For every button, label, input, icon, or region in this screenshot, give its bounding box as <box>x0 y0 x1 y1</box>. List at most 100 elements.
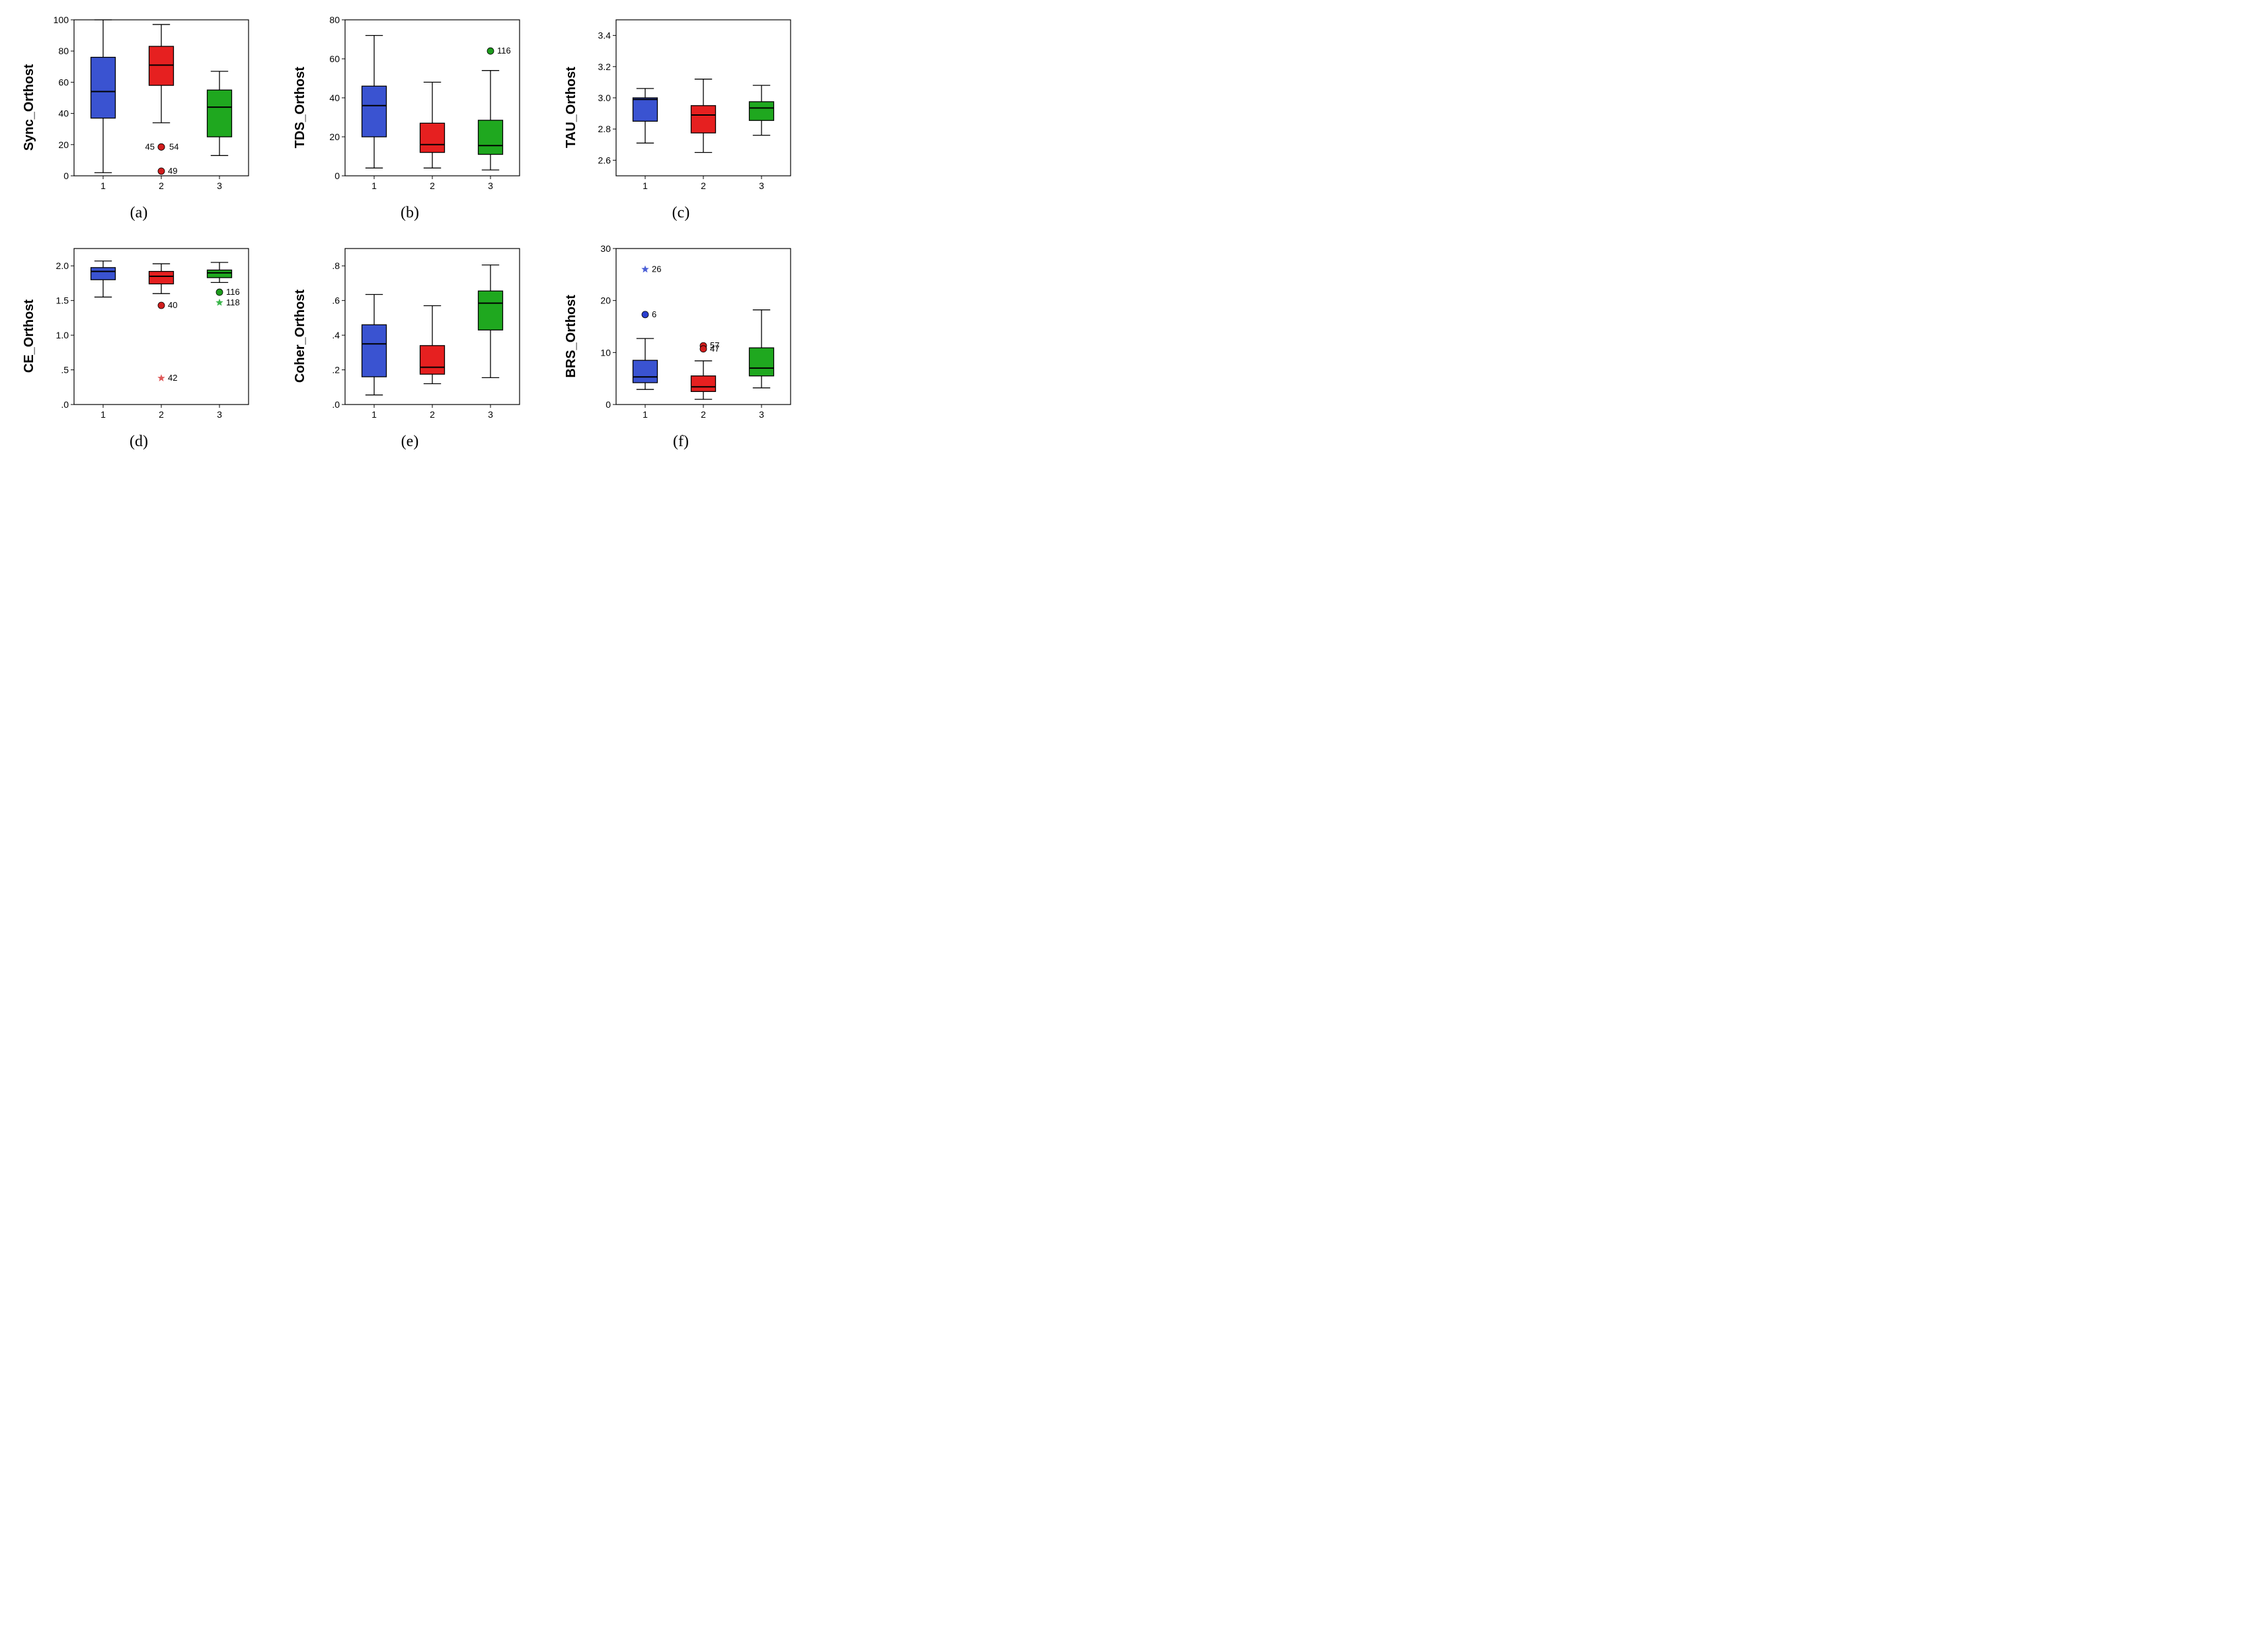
panel-caption: (b) <box>401 204 419 222</box>
ytick-label: 80 <box>58 46 69 56</box>
outlier-circle <box>158 143 165 150</box>
xtick-label: 1 <box>643 409 648 420</box>
ytick-label: .8 <box>332 260 340 271</box>
ytick-label: .6 <box>332 295 340 306</box>
boxplot-e: .0 .2 .4 .6 .8 1 2 3 <box>309 242 528 427</box>
box-group3 <box>207 90 231 137</box>
box-group1 <box>633 360 657 383</box>
outlier-circle <box>158 168 165 174</box>
box-group3 <box>749 348 773 375</box>
panel-a: Sync_Orthost020406080100123455449(a) <box>13 13 264 222</box>
ytick-label: 2.8 <box>598 124 611 134</box>
ylabel: TDS_Orthost <box>293 67 308 148</box>
ytick-label: 2.6 <box>598 155 611 165</box>
box-group1 <box>633 98 657 121</box>
ytick-label: .4 <box>332 330 340 340</box>
boxplot-c: 2.62.83.03.23.4123 <box>580 13 799 198</box>
outlier-star <box>641 265 648 272</box>
ylabel: Sync_Orthost <box>22 64 37 151</box>
boxplot-a: 020406080100123455449 <box>38 13 256 198</box>
box-group1 <box>91 58 115 118</box>
ytick-label: 2.0 <box>56 260 69 271</box>
ytick-label: 20 <box>58 139 69 150</box>
box-group2 <box>420 123 444 152</box>
outlier-label: 42 <box>168 373 177 383</box>
ytick-label: 10 <box>600 347 611 358</box>
box-group2 <box>691 376 715 392</box>
outlier-circle <box>158 302 165 309</box>
ytick-label: 100 <box>53 15 69 25</box>
ytick-label: .0 <box>61 399 69 410</box>
outlier-star <box>215 299 223 306</box>
xtick-label: 3 <box>759 409 764 420</box>
xtick-label: 1 <box>371 180 377 191</box>
panel-caption: (a) <box>130 204 148 222</box>
box-group1 <box>91 268 115 280</box>
xtick-label: 1 <box>371 409 377 420</box>
ytick-label: .0 <box>332 399 340 410</box>
outlier-star <box>157 374 165 381</box>
outlier-circle <box>700 346 707 352</box>
xtick-label: 2 <box>159 409 164 420</box>
panel-f: BRS_Orthost01020301232665747(f) <box>555 242 806 451</box>
outlier-circle <box>487 48 494 54</box>
panel-caption: (e) <box>401 433 419 451</box>
box-group2 <box>149 272 173 284</box>
panel-caption: (f) <box>673 433 689 451</box>
ylabel: Coher_Orthost <box>293 290 308 383</box>
xtick-label: 1 <box>643 180 648 191</box>
outlier-label: 116 <box>497 46 511 56</box>
ytick-label: 60 <box>329 54 340 64</box>
ytick-label: 40 <box>329 93 340 103</box>
outlier-circle <box>216 289 223 295</box>
ylabel: TAU_Orthost <box>564 67 579 148</box>
box-group3 <box>478 120 502 155</box>
boxplot-b: 020406080123116 <box>309 13 528 198</box>
ytick-label: .5 <box>61 365 69 375</box>
ytick-label: 0 <box>63 171 69 181</box>
ytick-label: 3.4 <box>598 30 611 41</box>
outlier-label: 49 <box>168 166 177 176</box>
panel-b: TDS_Orthost020406080123116(b) <box>284 13 535 222</box>
outlier-label: 6 <box>652 309 656 319</box>
box-group2 <box>691 106 715 133</box>
boxplot-grid: Sync_Orthost020406080100123455449(a)TDS_… <box>13 13 806 451</box>
panel-d: CE_Orthost.0.51.01.52.01234042116118(d) <box>13 242 264 451</box>
xtick-label: 2 <box>430 180 435 191</box>
boxplot-d: .0.51.01.52.01234042116118 <box>38 242 256 427</box>
box-group3 <box>207 270 231 278</box>
ytick-label: 0 <box>606 399 611 410</box>
ytick-label: 1.0 <box>56 330 69 340</box>
ytick-label: 60 <box>58 77 69 87</box>
xtick-label: 3 <box>217 409 222 420</box>
ytick-label: 3.2 <box>598 61 611 72</box>
xtick-label: 2 <box>430 409 435 420</box>
outlier-label: 40 <box>168 300 177 310</box>
box-group2 <box>149 46 173 85</box>
xtick-label: 2 <box>701 180 706 191</box>
outlier-label: 54 <box>169 141 178 151</box>
xtick-label: 3 <box>488 409 493 420</box>
ytick-label: 30 <box>600 243 611 254</box>
xtick-label: 3 <box>759 180 764 191</box>
ytick-label: 40 <box>58 108 69 119</box>
box-group3 <box>478 291 502 330</box>
xtick-label: 1 <box>100 409 106 420</box>
ytick-label: 0 <box>334 171 340 181</box>
outlier-label: 118 <box>226 297 240 307</box>
outlier-label: 47 <box>710 344 719 354</box>
xtick-label: 3 <box>217 180 222 191</box>
panel-c: TAU_Orthost2.62.83.03.23.4123(c) <box>555 13 806 222</box>
ytick-label: 80 <box>329 15 340 25</box>
ytick-label: 20 <box>329 132 340 142</box>
boxplot-f: 01020301232665747 <box>580 242 799 427</box>
box-group1 <box>362 325 386 377</box>
xtick-label: 2 <box>159 180 164 191</box>
panel-caption: (c) <box>672 204 690 222</box>
panel-e: Coher_Orthost .0 .2 .4 .6 .8 1 2 3 (e) <box>284 242 535 451</box>
panel-caption: (d) <box>130 433 148 451</box>
outlier-label: 26 <box>652 264 661 274</box>
ytick-label: 20 <box>600 295 611 306</box>
ylabel: BRS_Orthost <box>564 295 579 378</box>
ytick-label: .2 <box>332 365 340 375</box>
